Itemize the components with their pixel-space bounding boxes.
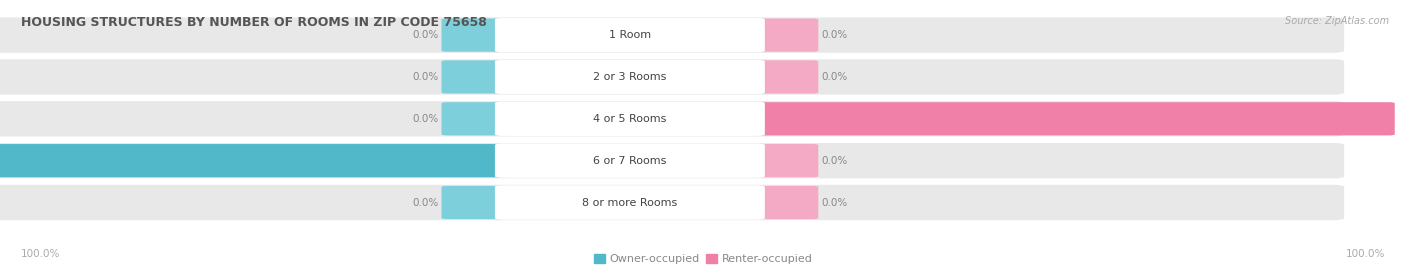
Text: 0.0%: 0.0% xyxy=(412,197,439,208)
FancyBboxPatch shape xyxy=(441,186,509,219)
Text: 0.0%: 0.0% xyxy=(412,30,439,40)
Text: 8 or more Rooms: 8 or more Rooms xyxy=(582,197,678,208)
FancyBboxPatch shape xyxy=(441,18,509,52)
Text: 4 or 5 Rooms: 4 or 5 Rooms xyxy=(593,114,666,124)
Text: Source: ZipAtlas.com: Source: ZipAtlas.com xyxy=(1285,16,1389,26)
FancyBboxPatch shape xyxy=(441,60,509,94)
Text: HOUSING STRUCTURES BY NUMBER OF ROOMS IN ZIP CODE 75658: HOUSING STRUCTURES BY NUMBER OF ROOMS IN… xyxy=(21,16,486,29)
Text: 0.0%: 0.0% xyxy=(821,72,848,82)
FancyBboxPatch shape xyxy=(495,18,765,52)
FancyBboxPatch shape xyxy=(0,185,1344,220)
FancyBboxPatch shape xyxy=(0,59,1344,95)
Text: 0.0%: 0.0% xyxy=(412,114,439,124)
FancyBboxPatch shape xyxy=(751,186,818,219)
Text: 100.0%: 100.0% xyxy=(1346,249,1385,259)
FancyBboxPatch shape xyxy=(0,101,1344,136)
FancyBboxPatch shape xyxy=(0,143,1344,178)
Text: 6 or 7 Rooms: 6 or 7 Rooms xyxy=(593,156,666,166)
FancyBboxPatch shape xyxy=(751,60,818,94)
FancyBboxPatch shape xyxy=(751,18,818,52)
FancyBboxPatch shape xyxy=(0,144,509,177)
FancyBboxPatch shape xyxy=(0,17,1344,53)
FancyBboxPatch shape xyxy=(495,60,765,94)
Text: 0.0%: 0.0% xyxy=(821,30,848,40)
Text: 100.0%: 100.0% xyxy=(21,249,60,259)
FancyBboxPatch shape xyxy=(751,144,818,177)
Text: 1 Room: 1 Room xyxy=(609,30,651,40)
Legend: Owner-occupied, Renter-occupied: Owner-occupied, Renter-occupied xyxy=(593,254,813,264)
Text: 0.0%: 0.0% xyxy=(412,72,439,82)
FancyBboxPatch shape xyxy=(441,102,509,135)
Text: 2 or 3 Rooms: 2 or 3 Rooms xyxy=(593,72,666,82)
FancyBboxPatch shape xyxy=(495,185,765,220)
FancyBboxPatch shape xyxy=(495,102,765,136)
Text: 100.0%: 100.0% xyxy=(1398,114,1406,124)
FancyBboxPatch shape xyxy=(751,102,1395,135)
FancyBboxPatch shape xyxy=(495,144,765,178)
Text: 0.0%: 0.0% xyxy=(821,156,848,166)
Text: 0.0%: 0.0% xyxy=(821,197,848,208)
